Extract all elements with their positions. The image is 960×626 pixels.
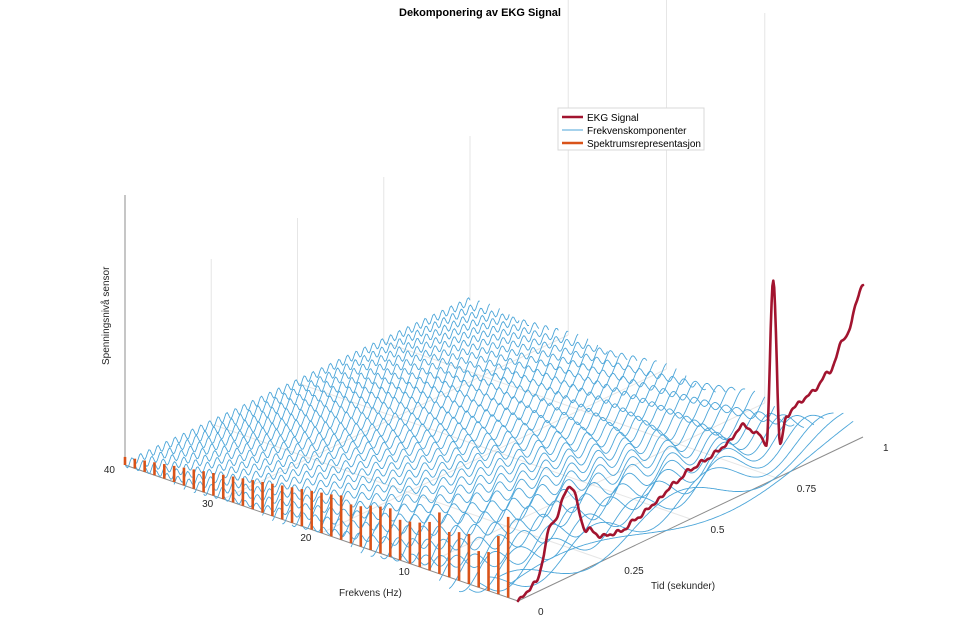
frequency-component-line (124, 297, 471, 469)
spectrum-bars (123, 456, 510, 598)
frequency-component-line (419, 396, 766, 567)
x-tick-label: 0.5 (711, 525, 725, 536)
y-tick-label: 30 (202, 499, 214, 510)
frequency-component-line (429, 405, 776, 571)
frequency-component-line (409, 390, 756, 566)
frequency-component-line (242, 338, 589, 508)
frequency-component-line (272, 350, 618, 521)
frequency-component-line (173, 316, 520, 485)
frequency-component-line (321, 363, 667, 535)
frequency-component-line (213, 328, 559, 499)
x-axis-label: Tid (sekunder) (651, 581, 715, 592)
frequency-component-line (262, 347, 608, 516)
frequency-component-line (222, 330, 569, 502)
ekg-signal-line (516, 279, 865, 603)
y-tick-label: 20 (300, 533, 312, 544)
frequency-component-line (488, 412, 834, 587)
legend-label-frequency: Frekvenskomponenter (587, 126, 687, 137)
frequency-component-line (340, 375, 687, 540)
tick-labels: 0 0.25 0.5 0.75 1 10 20 30 40 (104, 443, 889, 618)
frequency-component-line (370, 382, 716, 557)
y-tick-label: 10 (399, 567, 411, 578)
x-tick-label: 1 (883, 443, 889, 454)
frequency-component-line (350, 378, 697, 548)
grid-line-floor (223, 334, 569, 500)
frequency-component-line (389, 386, 736, 562)
legend-label-ekg: EKG Signal (587, 113, 639, 124)
frequency-component-line (380, 384, 726, 560)
ekg-series (516, 279, 865, 603)
frequency-component-line (301, 357, 648, 530)
frequency-component-line (291, 355, 638, 528)
x-tick-label: 0 (538, 607, 544, 618)
frequency-component-line (282, 352, 628, 525)
grid-line-floor (321, 368, 667, 534)
grid (124, 0, 864, 602)
y-axis-label: Frekvens (Hz) (339, 588, 402, 599)
frequency-component-line (507, 421, 854, 586)
z-axis-label: Spenningsnivå sensor (100, 266, 112, 365)
frequency-components (124, 297, 854, 593)
frequency-component-line (399, 388, 746, 564)
x-tick-label: 0.75 (797, 484, 817, 495)
y-tick-label: 40 (104, 465, 116, 476)
frequency-component-line (154, 308, 500, 478)
frequency-component-line (193, 321, 540, 494)
x-axis-line (517, 436, 864, 602)
frequency-component-line (478, 414, 824, 592)
frequency-component-line (360, 380, 707, 554)
frequency-component-line (144, 303, 491, 475)
frequency-component-line (330, 368, 677, 538)
frequency-component-line (459, 414, 805, 593)
frequency-component-line (134, 300, 480, 471)
frequency-component-line (163, 313, 510, 481)
frequency-component-line (252, 344, 599, 510)
chart-title: Dekomponering av EKG Signal (399, 7, 561, 19)
frequency-component-line (203, 325, 550, 497)
x-tick-label: 0.25 (624, 566, 644, 577)
frequency-component-line (498, 412, 844, 578)
legend: EKG Signal Frekvenskomponenter Spektrums… (557, 107, 705, 151)
legend-label-spectrum: Spektrumsrepresentasjon (587, 139, 701, 150)
frequency-component-line (311, 360, 657, 533)
